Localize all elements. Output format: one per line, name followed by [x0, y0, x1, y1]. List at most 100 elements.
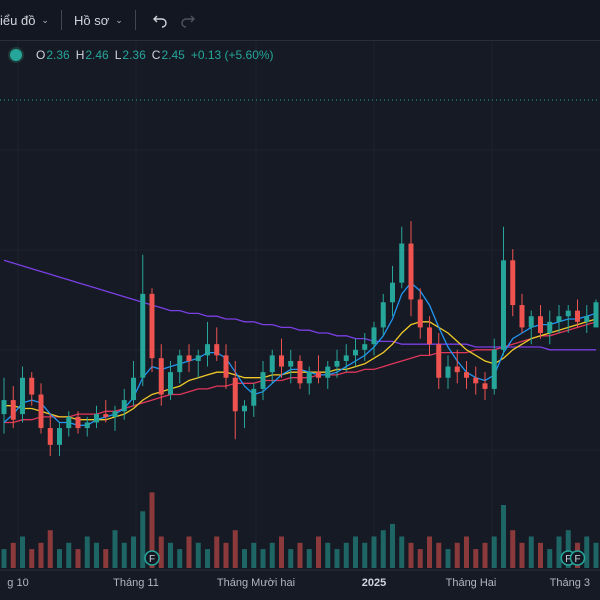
candle-body: [47, 428, 53, 445]
candle-body: [20, 377, 25, 415]
volume-bar: [390, 523, 395, 568]
candle: [47, 414, 53, 457]
event-marker-label: F: [574, 554, 580, 565]
volume-bar: [464, 536, 469, 568]
candle: [214, 327, 220, 361]
candle-body: [445, 366, 451, 378]
candle-body: [473, 377, 479, 384]
volume-bar: [260, 549, 266, 568]
time-axis-label: Tháng Mười hai: [217, 577, 295, 589]
candle-body: [565, 310, 571, 317]
candle-body: [288, 360, 294, 367]
redo-button[interactable]: [174, 6, 202, 34]
volume-bar: [131, 536, 136, 568]
chart-menu-button[interactable]: iểu đồ ⌄: [0, 0, 55, 40]
candle: [121, 388, 127, 420]
candle-body: [371, 327, 377, 345]
chart-menu-label: iểu đồ: [0, 12, 36, 28]
candle-body: [29, 377, 35, 395]
toolbar-divider: [60, 10, 62, 30]
candle-body: [325, 366, 331, 378]
candle: [593, 299, 599, 328]
volume-bar: [297, 542, 303, 568]
candle: [482, 372, 488, 401]
candle: [103, 400, 109, 423]
candle: [29, 372, 35, 406]
volume-bar: [140, 511, 146, 568]
volume-bar: [177, 549, 183, 568]
volume-bars: [1, 492, 599, 568]
volume-bar: [279, 536, 284, 568]
candle-body: [528, 316, 534, 328]
profile-menu-button[interactable]: Hồ sơ ⌄: [68, 0, 129, 40]
market-status-icon[interactable]: [10, 49, 22, 61]
candle: [334, 349, 340, 378]
chart-grid: [0, 40, 600, 570]
candle-body: [177, 355, 183, 373]
volume-bar: [158, 536, 164, 568]
candle-body: [575, 310, 580, 322]
change-value: +0.13 (+5.60%): [190, 48, 274, 62]
candle-body: [38, 394, 44, 429]
candle-body: [242, 405, 247, 412]
candle: [177, 349, 183, 384]
volume-bar: [242, 549, 247, 568]
candle: [510, 249, 516, 317]
volume-bar: [510, 530, 516, 568]
candle: [10, 386, 16, 429]
candle-body: [501, 260, 506, 350]
volume-bar: [362, 542, 368, 568]
candle: [316, 355, 321, 384]
volume-bar: [445, 549, 451, 568]
candle: [380, 293, 386, 336]
candle: [362, 333, 368, 361]
candle-body: [149, 293, 155, 359]
undo-button[interactable]: [146, 6, 174, 34]
candle-body: [390, 282, 395, 303]
volume-bar: [66, 542, 72, 568]
volume-bar: [232, 530, 238, 568]
candle-body: [195, 355, 201, 361]
candle-body: [519, 305, 525, 328]
candle: [251, 383, 257, 417]
volume-bar: [547, 549, 553, 568]
event-marker: F: [144, 550, 160, 566]
event-marker-label: F: [149, 554, 155, 565]
candle: [473, 366, 479, 395]
low-label: L: [114, 48, 122, 62]
volume-bar: [325, 542, 331, 568]
volume-bar: [316, 536, 321, 568]
volume-bar: [491, 536, 497, 568]
candle: [168, 360, 173, 401]
time-axis-label: Tháng 3: [550, 577, 590, 589]
candle: [232, 360, 238, 440]
candle: [288, 349, 294, 384]
candle-body: [427, 327, 432, 345]
candle-body: [94, 414, 99, 423]
candle-body: [547, 321, 553, 334]
candle: [38, 383, 44, 434]
high-label: H: [75, 48, 85, 62]
volume-bar: [149, 492, 155, 568]
candle-body: [121, 400, 127, 412]
candle: [186, 344, 192, 373]
time-axis-label: g 10: [7, 577, 28, 589]
candle: [343, 344, 349, 373]
candle: [538, 305, 543, 339]
candle: [306, 366, 312, 395]
candle: [501, 226, 506, 356]
volume-bar: [408, 542, 414, 568]
volume-bar: [334, 549, 340, 568]
volume-bar: [306, 549, 312, 568]
candle: [84, 416, 90, 437]
volume-bar: [20, 536, 25, 568]
candle: [547, 310, 553, 345]
candle: [112, 405, 118, 431]
profile-menu-label: Hồ sơ: [73, 12, 110, 28]
low-value: 2.36: [122, 48, 146, 62]
candle: [158, 344, 164, 406]
volume-bar: [103, 549, 109, 568]
close-value: 2.45: [161, 48, 185, 62]
high-value: 2.46: [85, 48, 109, 62]
